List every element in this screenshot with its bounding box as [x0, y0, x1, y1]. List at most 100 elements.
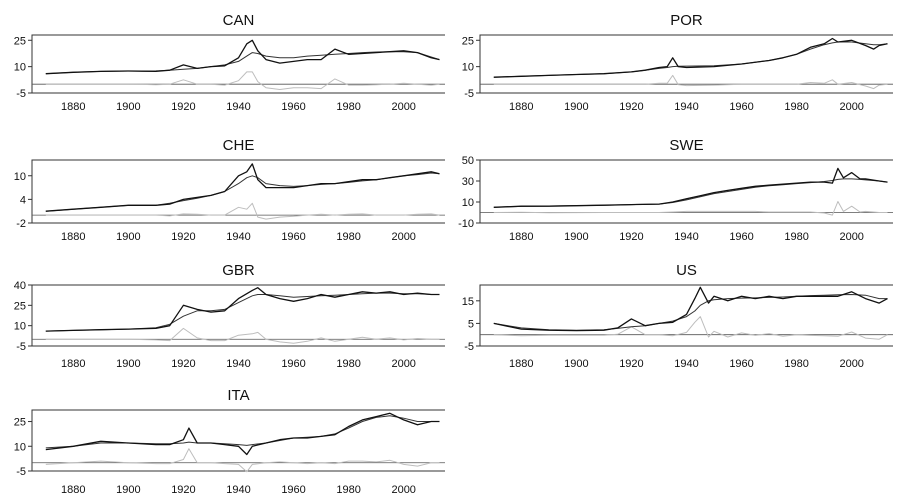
series-line-cycle: [493, 74, 888, 90]
x-tick-label: 1960: [281, 358, 305, 370]
y-tick-label: 4: [20, 194, 26, 206]
x-tick-label: 1900: [116, 484, 140, 496]
x-tick-label: 1880: [509, 101, 533, 113]
series-line-actual: [493, 286, 888, 332]
x-tick-label: 1880: [509, 358, 533, 370]
plot-frame: [479, 34, 893, 94]
series-line-actual: [493, 37, 888, 78]
x-tick-label: 1980: [336, 231, 360, 243]
plot-frame: [31, 409, 445, 472]
series-line-actual: [45, 163, 440, 212]
y-tick-label: -5: [464, 341, 474, 353]
y-tick-label: -5: [16, 88, 26, 100]
y-tick-label: -2: [16, 218, 26, 230]
series-line-cycle: [45, 327, 440, 344]
x-tick-label: 2000: [391, 358, 415, 370]
y-tick-label: 10: [462, 197, 474, 209]
panel-title: CAN: [223, 12, 255, 29]
x-tick-label: 1980: [784, 101, 808, 113]
x-tick-label: 1960: [281, 484, 305, 496]
x-tick-label: 1880: [61, 231, 85, 243]
x-tick-label: 1960: [281, 101, 305, 113]
x-tick-label: 1960: [729, 358, 753, 370]
y-tick-label: 10: [14, 321, 26, 333]
panel-title: US: [676, 262, 697, 279]
x-tick-label: 2000: [839, 101, 863, 113]
x-tick-label: 1900: [116, 101, 140, 113]
x-tick-label: 1940: [226, 484, 250, 496]
panel-title: SWE: [669, 137, 703, 154]
x-tick-label: 1980: [336, 484, 360, 496]
series-line-actual: [45, 39, 440, 75]
x-tick-label: 1940: [674, 358, 698, 370]
x-tick-label: 1900: [116, 358, 140, 370]
y-tick-label: -10: [458, 218, 474, 230]
panel-can: CAN -5 10 25 1880 1900 1920 1940 1960 1980 2000: [14, 12, 445, 113]
x-tick-label: 1940: [674, 231, 698, 243]
x-tick-label: 1920: [619, 101, 643, 113]
y-tick-label: -5: [16, 466, 26, 478]
x-tick-label: 1900: [564, 358, 588, 370]
x-tick-label: 1960: [281, 231, 305, 243]
series-line-cycle: [45, 448, 440, 473]
x-tick-label: 2000: [391, 101, 415, 113]
y-tick-label: 15: [462, 296, 474, 308]
plot-frame: [31, 34, 445, 94]
series-line-cycle: [45, 202, 440, 220]
panel-swe: SWE -10 10 30 50 1880 1900 1920 1940 1960 1980 2000: [458, 137, 893, 243]
panel-por: POR -5 10 25 1880 1900 1920 1940 1960 1980 2000: [462, 12, 893, 113]
y-tick-label: 10: [462, 62, 474, 74]
series-line-trend: [45, 415, 440, 449]
x-tick-label: 1920: [619, 358, 643, 370]
y-tick-label: 25: [462, 35, 474, 47]
panel-che: CHE -2 4 10 1880 1900 1920 1940 1960 1980 2000: [14, 137, 445, 243]
panel-title: ITA: [227, 387, 249, 404]
x-tick-label: 2000: [839, 358, 863, 370]
series-line-actual: [493, 167, 888, 208]
y-tick-label: 10: [14, 62, 26, 74]
series-line-trend: [45, 292, 440, 332]
x-tick-label: 1940: [226, 101, 250, 113]
x-tick-label: 1940: [674, 101, 698, 113]
plot-frame: [31, 159, 445, 224]
y-tick-label: 5: [468, 318, 474, 330]
x-tick-label: 1920: [171, 231, 195, 243]
panel-us: US -5 5 15 1880 1900 1920 1940 1960 1980 2000: [462, 262, 893, 370]
plot-frame: [31, 284, 445, 347]
plot-frame: [479, 159, 893, 224]
x-tick-label: 1980: [336, 358, 360, 370]
y-tick-label: 10: [14, 441, 26, 453]
panel-ita: ITA -5 10 25 1880 1900 1920 1940 1960 1980 2000: [14, 387, 445, 496]
y-tick-label: -5: [16, 341, 26, 353]
panel-title: CHE: [223, 137, 255, 154]
y-tick-label: 50: [462, 155, 474, 167]
y-tick-label: 30: [462, 176, 474, 188]
plot-frame: [479, 284, 893, 347]
series-line-cycle: [493, 201, 888, 216]
x-tick-label: 1880: [61, 101, 85, 113]
x-tick-label: 1980: [784, 231, 808, 243]
x-tick-label: 1920: [171, 484, 195, 496]
y-tick-label: 25: [14, 300, 26, 312]
x-tick-label: 2000: [391, 231, 415, 243]
x-tick-label: 2000: [839, 231, 863, 243]
series-line-cycle: [45, 71, 440, 90]
x-tick-label: 1880: [61, 358, 85, 370]
x-tick-label: 1920: [619, 231, 643, 243]
series-line-trend: [493, 294, 888, 331]
panel-gbr: GBR -5 10 25 40 1880 1900 1920 1940 1960 1980 2000: [14, 262, 445, 370]
x-tick-label: 1920: [171, 101, 195, 113]
x-tick-label: 1920: [171, 358, 195, 370]
y-tick-label: 25: [14, 35, 26, 47]
x-tick-label: 1900: [564, 231, 588, 243]
series-line-trend: [493, 41, 888, 78]
x-tick-label: 2000: [391, 484, 415, 496]
x-tick-label: 1980: [784, 358, 808, 370]
series-line-trend: [45, 51, 440, 75]
x-tick-label: 1960: [729, 101, 753, 113]
panel-title: GBR: [222, 262, 255, 279]
x-tick-label: 1900: [116, 231, 140, 243]
series-line-actual: [45, 287, 440, 332]
y-tick-label: 10: [14, 171, 26, 183]
